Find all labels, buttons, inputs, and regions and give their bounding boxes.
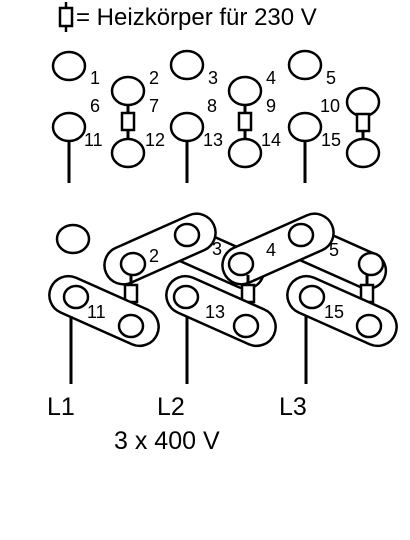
terminal-3	[169, 49, 205, 81]
phase-label-l1: L1	[47, 393, 75, 421]
label-6: 6	[90, 96, 100, 116]
terminal-12	[110, 137, 146, 169]
supply-voltage-label: 3 x 400 V	[114, 427, 220, 455]
top-group-l1	[51, 50, 146, 183]
label-8: 8	[207, 96, 217, 116]
terminal-1	[51, 50, 87, 82]
label-11: 11	[84, 130, 103, 150]
link-bar-2	[103, 212, 217, 286]
link-bar-11	[48, 274, 160, 348]
phase-label-l3: L3	[279, 393, 307, 421]
label-13-bottom: 13	[205, 302, 225, 322]
label-15: 15	[321, 130, 341, 150]
label-7: 7	[149, 96, 159, 116]
resistor-icon	[237, 111, 253, 132]
top-group-l3	[287, 49, 381, 183]
label-1: 1	[90, 68, 100, 88]
link-bar-13	[165, 274, 277, 348]
resistor-icon	[58, 2, 74, 32]
terminal-1-bottom	[55, 223, 91, 255]
label-14: 14	[261, 130, 281, 150]
label-9: 9	[266, 96, 276, 116]
terminal-11	[51, 111, 87, 143]
label-13: 13	[203, 130, 223, 150]
phase-label-l2: L2	[157, 393, 185, 421]
label-5-bottom: 5	[329, 240, 339, 260]
terminal-15	[345, 137, 381, 169]
top-group-l2	[169, 49, 263, 183]
terminal-7	[110, 75, 146, 107]
terminal-10	[345, 86, 381, 118]
label-11-bottom: 11	[87, 302, 106, 322]
label-10: 10	[320, 96, 340, 116]
terminal-14	[227, 137, 263, 169]
link-bar-4	[221, 212, 335, 286]
resistor-icon	[120, 111, 136, 132]
label-2-bottom: 2	[149, 246, 159, 266]
label-5: 5	[326, 68, 336, 88]
link-bar-15	[286, 274, 398, 348]
label-4: 4	[266, 68, 276, 88]
terminal-9	[227, 75, 263, 107]
terminal-15-left	[287, 111, 323, 143]
header-caption: = Heizkörper für 230 V	[76, 4, 317, 31]
terminal-13	[169, 111, 205, 143]
label-12: 12	[145, 130, 165, 150]
terminal-5-link	[357, 251, 385, 277]
resistor-icon	[355, 112, 371, 133]
label-4-bottom: 4	[266, 240, 276, 260]
label-3: 3	[208, 68, 218, 88]
label-2: 2	[149, 68, 159, 88]
terminal-5	[287, 49, 323, 81]
label-3-bottom: 3	[212, 239, 222, 259]
label-15-bottom: 15	[324, 302, 344, 322]
